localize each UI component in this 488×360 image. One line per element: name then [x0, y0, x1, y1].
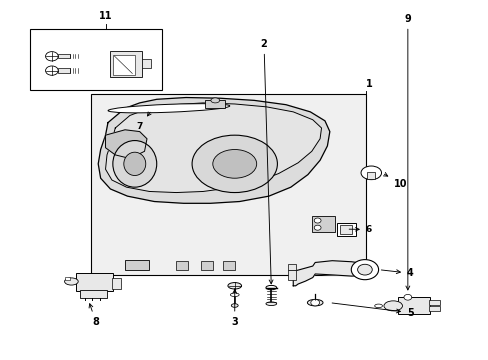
Bar	[58, 68, 70, 73]
Circle shape	[350, 260, 378, 280]
Bar	[125, 260, 149, 270]
Text: 2: 2	[260, 39, 272, 284]
Bar	[91, 94, 366, 275]
Bar	[112, 278, 121, 289]
Ellipse shape	[227, 283, 241, 289]
Ellipse shape	[383, 301, 402, 311]
Bar	[30, 30, 161, 90]
Text: 1: 1	[365, 78, 371, 89]
Polygon shape	[105, 130, 147, 158]
Bar	[76, 273, 113, 291]
Bar	[110, 51, 142, 77]
Ellipse shape	[212, 149, 256, 178]
Bar	[58, 54, 70, 58]
Ellipse shape	[108, 104, 229, 113]
Bar	[113, 55, 135, 75]
Polygon shape	[98, 98, 329, 203]
Text: 7: 7	[136, 112, 151, 131]
Ellipse shape	[210, 98, 219, 103]
Bar	[288, 264, 295, 270]
Bar	[397, 297, 429, 315]
Bar	[336, 223, 355, 235]
Bar	[311, 216, 334, 232]
Polygon shape	[105, 103, 321, 193]
Text: 8: 8	[89, 304, 99, 327]
Circle shape	[314, 225, 321, 230]
Bar	[176, 261, 188, 270]
Bar	[428, 306, 439, 311]
Ellipse shape	[192, 135, 277, 193]
Bar	[366, 172, 374, 179]
Bar	[222, 261, 234, 270]
Ellipse shape	[64, 278, 78, 285]
Bar	[64, 277, 70, 280]
Ellipse shape	[230, 293, 239, 297]
Bar	[200, 261, 212, 270]
Circle shape	[403, 294, 411, 300]
Circle shape	[314, 218, 321, 223]
Text: 4: 4	[381, 268, 413, 278]
Text: 5: 5	[331, 303, 413, 318]
Text: 11: 11	[99, 12, 112, 22]
Ellipse shape	[231, 304, 238, 307]
Bar	[428, 300, 439, 305]
Ellipse shape	[307, 300, 323, 306]
Circle shape	[310, 300, 319, 306]
Bar	[339, 225, 351, 234]
Bar	[205, 100, 224, 108]
Ellipse shape	[113, 140, 157, 187]
Ellipse shape	[374, 304, 382, 308]
Text: 10: 10	[383, 172, 407, 189]
Circle shape	[357, 264, 371, 275]
Circle shape	[45, 51, 58, 61]
Circle shape	[45, 66, 58, 75]
Ellipse shape	[123, 152, 145, 176]
Ellipse shape	[265, 302, 276, 306]
Text: 3: 3	[231, 289, 238, 327]
Ellipse shape	[360, 166, 381, 180]
Text: 6: 6	[348, 225, 371, 234]
Bar	[80, 291, 107, 298]
Text: 9: 9	[404, 14, 410, 290]
Ellipse shape	[265, 285, 276, 290]
Polygon shape	[293, 261, 370, 286]
Bar	[288, 270, 295, 280]
Bar	[142, 59, 151, 68]
